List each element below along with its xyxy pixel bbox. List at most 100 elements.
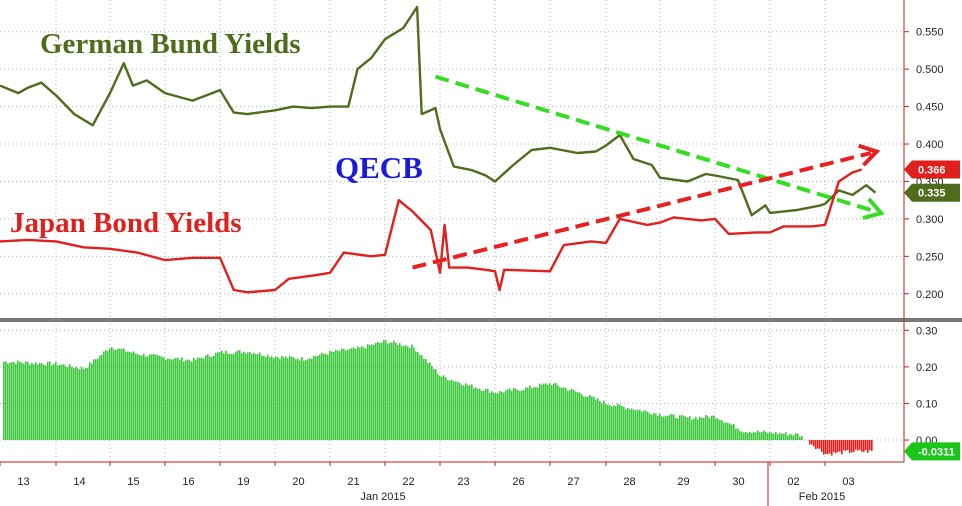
spread-bar (193, 358, 195, 441)
spread-bar (771, 432, 773, 441)
spread-bar (427, 363, 429, 441)
spread-bar (493, 392, 495, 441)
spread-bar (841, 440, 843, 455)
spread-bar (433, 369, 435, 441)
spread-bar (207, 354, 209, 441)
x-month-label: Jan 2015 (360, 491, 405, 503)
spread-bar (389, 342, 391, 441)
x-tick-label: 16 (182, 476, 194, 488)
spread-bar (667, 415, 669, 441)
spread-bar (233, 354, 235, 441)
spread-bar (437, 374, 439, 441)
spread-bar (73, 368, 75, 441)
spread-bar (337, 350, 339, 441)
spread-bar (793, 435, 795, 441)
spread-bar (153, 354, 155, 441)
spread-bar (189, 360, 191, 441)
spread-bar (173, 358, 175, 441)
spread-bar (601, 403, 603, 441)
x-tick-label: 22 (402, 476, 414, 488)
spread-bar (103, 351, 105, 441)
spread-bar (393, 340, 395, 441)
spread-bar (327, 354, 329, 441)
spread-bar (223, 353, 225, 441)
spread-bar (163, 357, 165, 441)
spread-bar (721, 420, 723, 441)
spread-bar (329, 350, 331, 441)
spread-bar (635, 410, 637, 441)
spread-bar (777, 434, 779, 441)
spread-bar (757, 430, 759, 441)
spread-bar (499, 390, 501, 441)
spread-bar (665, 415, 667, 441)
spread-bar (411, 344, 413, 441)
x-tick-label: 26 (512, 476, 524, 488)
spread-bar (513, 388, 515, 441)
spread-bar (415, 351, 417, 441)
x-tick-label: 03 (842, 476, 854, 488)
spread-bar (591, 396, 593, 441)
spread-bar (429, 362, 431, 441)
japan-last-value: 0.366 (918, 164, 946, 176)
spread-bar (481, 390, 483, 441)
spread-bar (3, 361, 5, 441)
spread-bar (471, 384, 473, 441)
spread-bar (295, 359, 297, 441)
spread-bar (677, 418, 679, 441)
spread-bar (821, 440, 823, 452)
spread-bar (775, 431, 777, 441)
spread-bar (791, 434, 793, 441)
spread-bar (671, 413, 673, 441)
spread-bar (23, 363, 25, 441)
spread-bar (767, 433, 769, 441)
spread-bar (195, 359, 197, 441)
spread-bar (141, 355, 143, 441)
spread-bar (717, 418, 719, 441)
spread-bar (817, 440, 819, 449)
spread-bar (297, 359, 299, 441)
spread-bar (171, 359, 173, 441)
spread-bar (681, 415, 683, 441)
spread-bar (809, 440, 811, 445)
spread-bar (385, 340, 387, 441)
spread-bar (287, 358, 289, 441)
spread-bar (711, 415, 713, 441)
spread-bar (739, 430, 741, 441)
spread-bar (763, 430, 765, 441)
spread-bar (475, 387, 477, 441)
spread-bar (749, 432, 751, 441)
spread-bar (127, 351, 129, 441)
spread-bar (421, 355, 423, 441)
spread-bar (707, 416, 709, 441)
spread-bar (801, 436, 803, 441)
spread-bar (669, 414, 671, 441)
spread-bar (627, 407, 629, 441)
spread-bar (687, 417, 689, 441)
x-tick-label: 21 (347, 476, 359, 488)
spread-bar (571, 388, 573, 441)
spread-bar (109, 348, 111, 441)
spread-bar (93, 359, 95, 441)
spread-bar (737, 428, 739, 441)
spread-bar (371, 344, 373, 441)
x-tick-label: 14 (73, 476, 85, 488)
spread-bar (781, 433, 783, 441)
spread-bar (91, 363, 93, 441)
spread-bar (33, 364, 35, 441)
spread-last-value: -0.0311 (918, 446, 955, 458)
spread-bar (543, 383, 545, 441)
german-bund-line (0, 5, 877, 217)
spread-bar (355, 348, 357, 441)
spread-bar (317, 355, 319, 441)
spread-bar (113, 349, 115, 441)
spread-bar (395, 342, 397, 441)
spread-bar (39, 362, 41, 441)
spread-bar (683, 415, 685, 441)
spread-bar (639, 409, 641, 441)
spread-bar (221, 350, 223, 441)
spread-bar (11, 362, 13, 441)
spread-bar (335, 349, 337, 441)
spread-bar (709, 418, 711, 441)
spread-bar (159, 355, 161, 441)
spread-bar (827, 440, 829, 455)
